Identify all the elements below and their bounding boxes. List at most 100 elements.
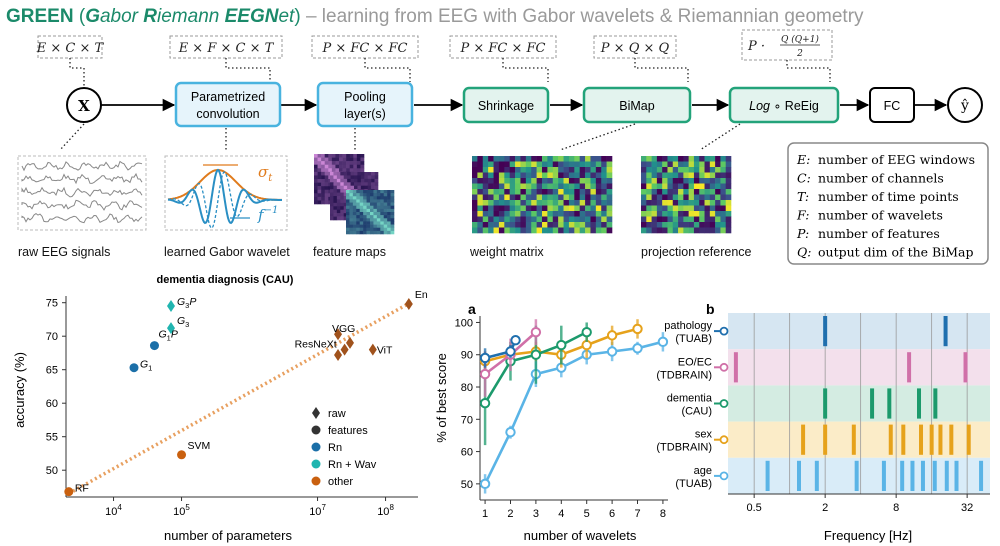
feature-map-cell [336,213,341,217]
weight-matrix-cell [488,194,494,201]
feature-map-cell [346,157,351,162]
projection-cell [688,211,695,217]
weight-matrix-cell [525,161,532,168]
feature-map-cell [363,215,367,219]
weight-matrix-cell [536,183,543,190]
feature-map-cell [360,172,365,176]
projection-cell [704,200,711,206]
feature-map-cell [383,212,388,216]
feature-map-cell [390,215,395,219]
feature-map-cell [324,179,329,183]
weight-matrix-cell [509,205,516,212]
scatter-point-diamond [334,328,343,341]
feature-map-cell [333,199,338,204]
feature-map-cell [356,168,361,173]
feature-map-cell [324,164,329,169]
feature-map-cell [353,157,358,162]
feature-map-cell [356,199,361,203]
weight-matrix-cell [515,167,521,173]
feature-map-cell [387,224,391,229]
projection-cell [720,216,726,223]
feature-map-cell [349,161,354,166]
scatter-legend-marker [311,476,321,486]
feature-map-cell [354,185,358,190]
projection-cell [699,178,705,184]
projection-cell [646,222,652,228]
projection-cell [656,167,663,173]
weight-matrix-cell [601,222,607,228]
projection-cell [699,227,705,234]
projection-cell [641,161,647,168]
weight-matrix-cell [590,183,597,190]
weight-matrix-cell [498,178,505,184]
feature-map-cell [336,216,341,221]
feature-map-cell [370,224,374,229]
freq-bar [907,352,912,383]
feature-map-cell [346,164,351,169]
illustrations: σt f−1 raw EEG signals learned Gabor wav… [17,142,989,265]
line-point [530,349,542,360]
feature-map-cell [346,224,350,229]
weight-matrix-cell [579,189,586,195]
feature-map-cell [390,208,395,213]
line-point [510,335,521,346]
projection-cell [720,205,726,212]
freq-row-marker [719,326,729,336]
projection-cell [646,183,652,190]
feature-map-cell [324,186,329,191]
projection-cell [656,200,663,206]
scatter-point-diamond [340,343,349,356]
weight-matrix-cell [574,216,580,223]
feature-map-cell [354,172,358,176]
weight-matrix-cell [477,189,484,195]
projection-cell [699,222,705,228]
feature-map-cell [354,178,358,183]
feature-map-cell [352,221,357,225]
weight-matrix-cell [472,189,478,195]
weight-matrix-cell [536,211,543,217]
weight-matrix-cell [493,205,500,212]
weight-matrix-cell [536,222,543,228]
projection-cell [672,189,679,195]
weight-matrix-cell [525,194,532,201]
feature-map-cell [370,202,374,207]
feature-map-cell [376,227,381,232]
freq-row-sublabel: (TUAB) [675,478,712,490]
weight-matrix-cell [542,178,548,184]
feature-map-cell [331,154,336,158]
weight-matrix-cell [504,205,510,212]
logreeig-block [728,86,840,124]
weight-matrix-cell [498,194,505,201]
weight-matrix-cell [552,156,559,162]
feature-map-cell [387,193,391,197]
weight-matrix-cell [493,183,500,190]
weight-matrix-cell [574,194,580,201]
output-label: ŷ [960,97,969,114]
weight-matrix-cell [552,227,559,234]
feature-map-cell [376,218,381,222]
weight-matrix-cell [601,205,607,212]
feature-map-cell [363,190,367,194]
weight-matrix-cell [606,156,613,162]
weight-matrix-cell [520,161,527,168]
weight-matrix-cell [498,205,505,212]
feature-map-cell [373,221,378,225]
projection-cell [693,156,700,162]
feature-map-cell [317,161,322,166]
feature-map-cell [330,182,334,187]
feature-map-cell [390,202,395,207]
feature-map-cell [324,182,329,187]
weight-matrix-cell [590,189,597,195]
scatter-x-tick-label: 108 [377,503,394,518]
projection-cell [725,156,732,162]
scatter-point-label: RF [75,483,89,495]
weight-matrix-cell [515,189,521,195]
projection-cell [672,194,679,201]
feature-map-cell [371,175,375,180]
weight-matrix-cell [595,189,602,195]
feature-map-cell [374,185,379,190]
weight-matrix-cell [606,189,613,195]
feature-map-cell [328,168,333,173]
feature-map-cell [356,154,361,158]
weight-matrix-cell [477,172,484,179]
